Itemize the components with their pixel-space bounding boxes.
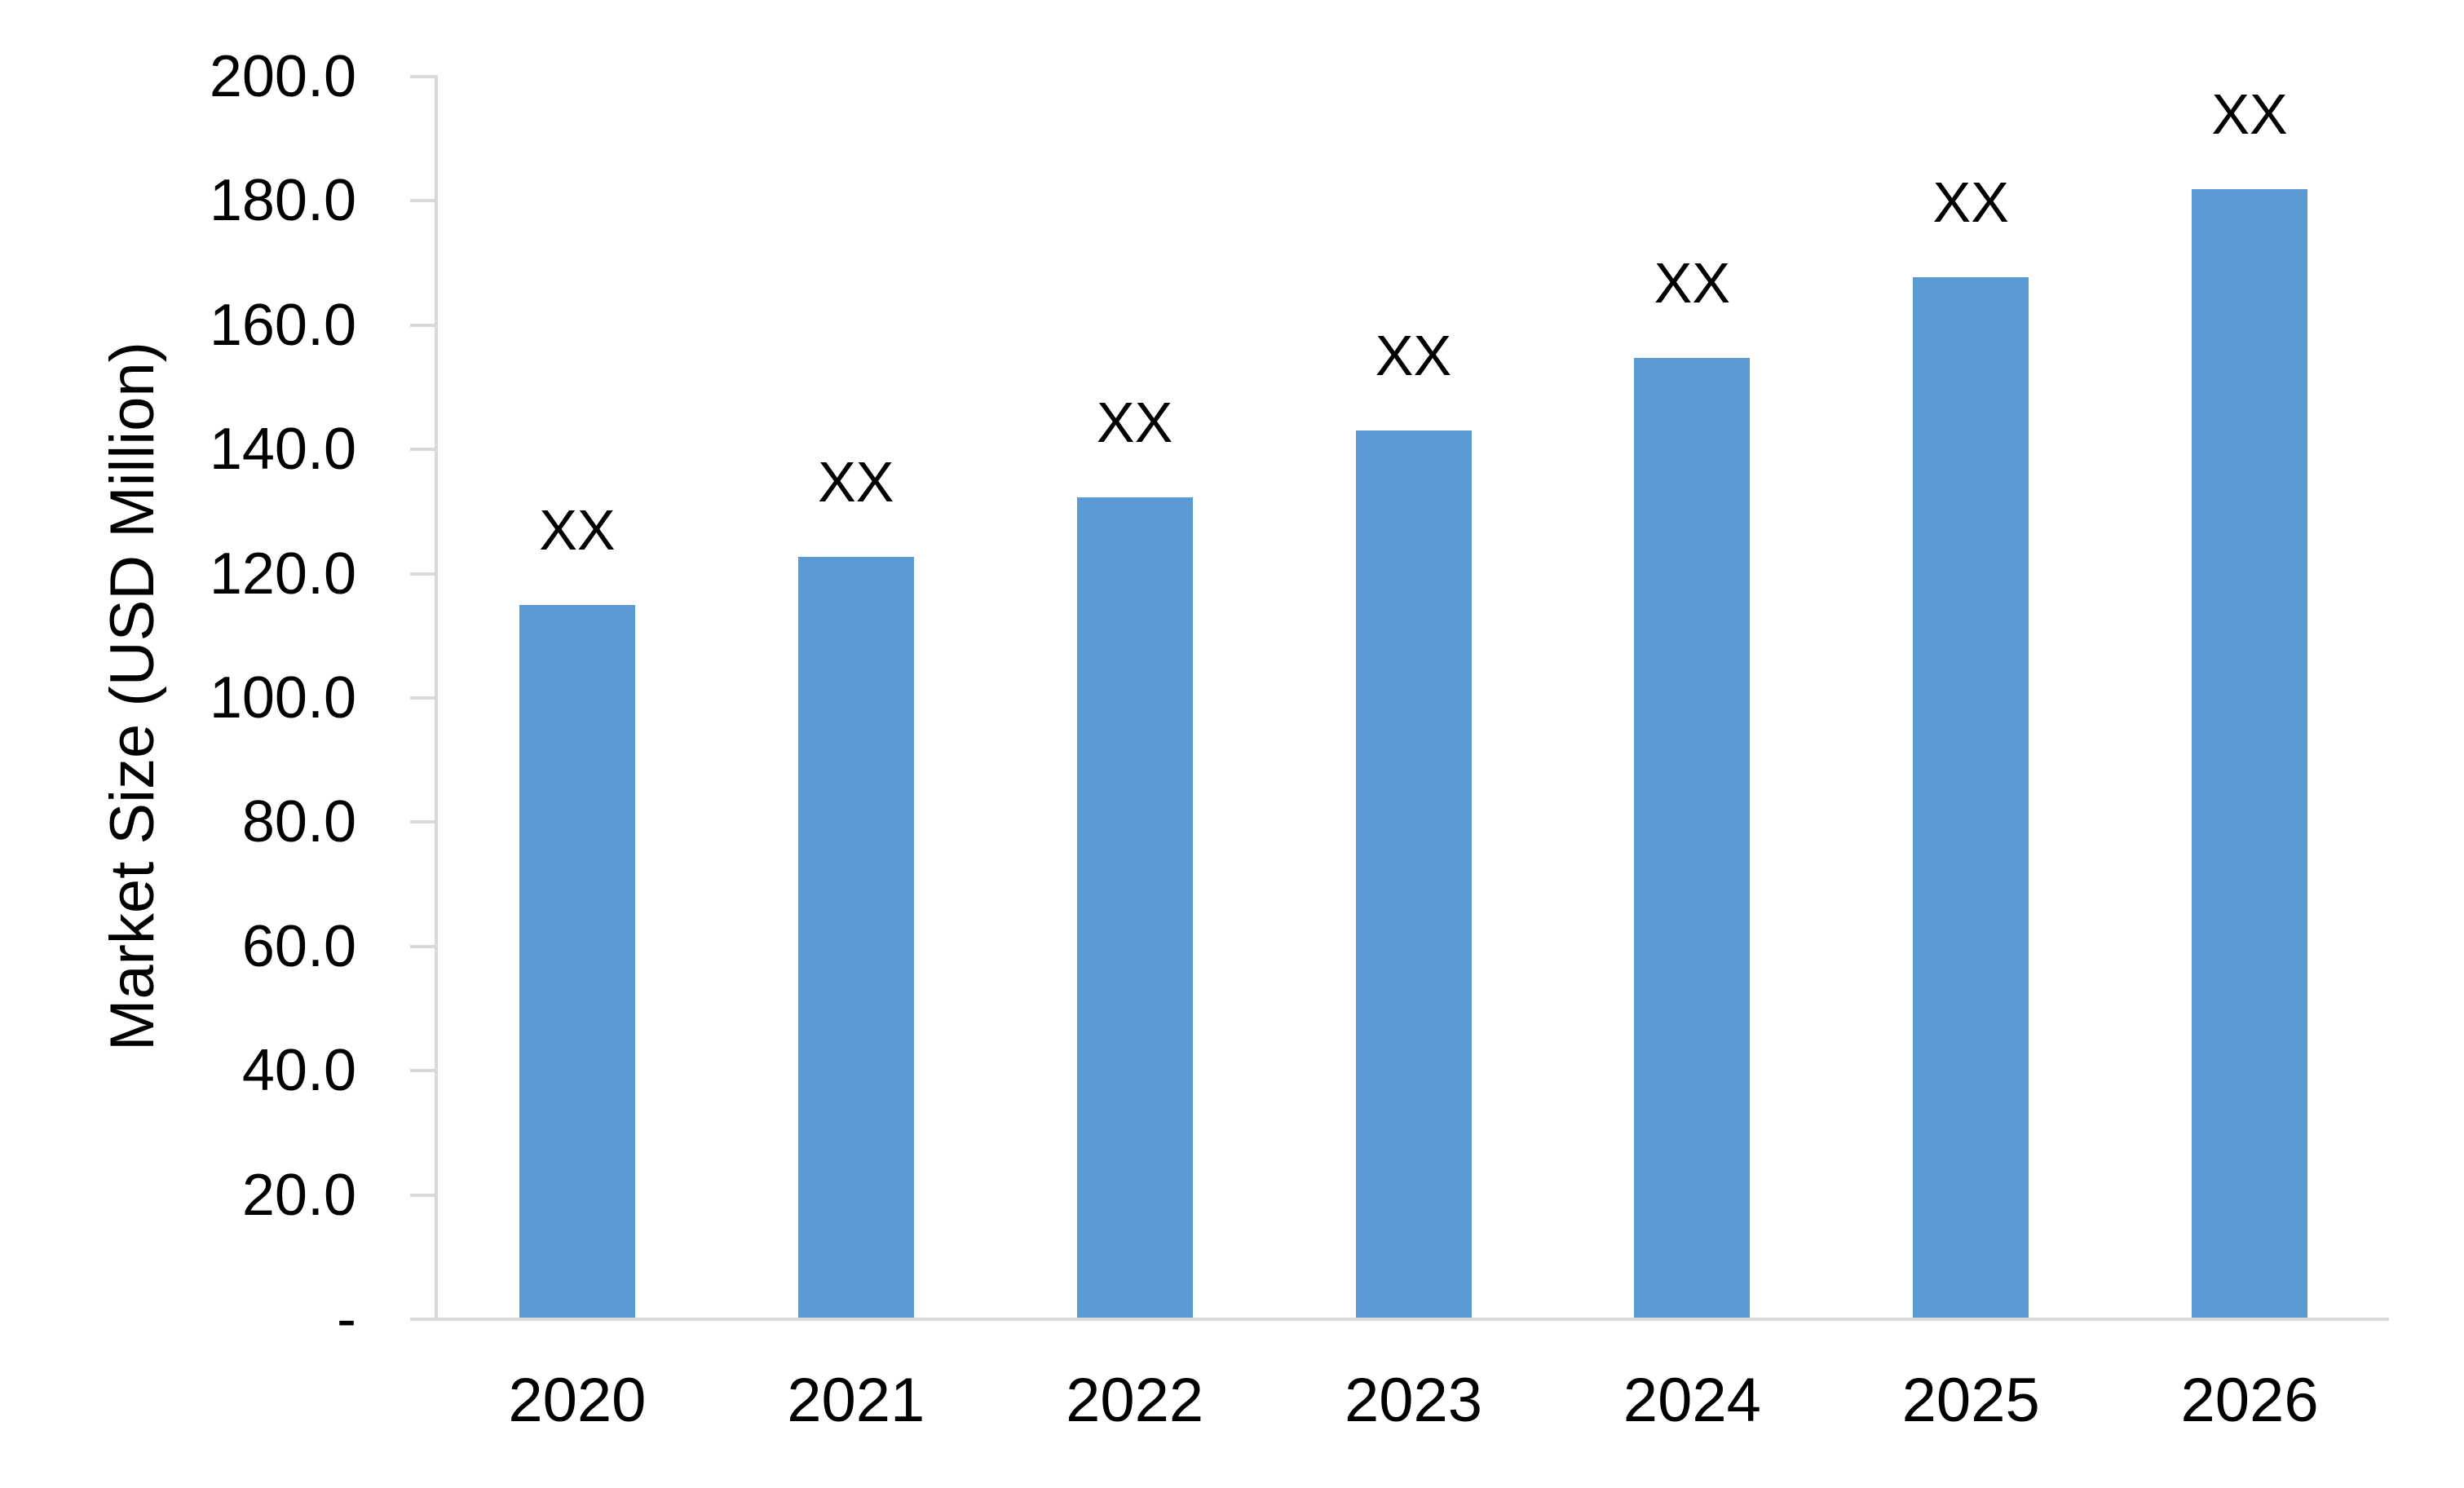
bar-value-label: XX [1932, 170, 2009, 234]
bar-value-label: XX [2211, 82, 2288, 147]
y-tick-label: 200.0 [209, 44, 356, 109]
x-tick-label: 2024 [1623, 1366, 1761, 1435]
bar-value-label: XX [1096, 391, 1173, 455]
y-tick-label: 180.0 [209, 168, 356, 234]
bar-2023 [1355, 430, 1472, 1318]
y-tick-label: 40.0 [241, 1038, 356, 1104]
y-tick-label: 60.0 [241, 913, 356, 979]
bar-value-label: XX [1375, 323, 1452, 387]
x-tick-label: 2023 [1344, 1366, 1483, 1435]
y-tick-label: 20.0 [241, 1162, 356, 1228]
x-tick-label: 2025 [1901, 1366, 2040, 1435]
y-tick-label: 100.0 [209, 665, 356, 731]
y-tick-mark [410, 323, 435, 327]
y-tick-mark [410, 696, 435, 700]
x-tick-label: 2020 [508, 1366, 647, 1435]
bar-value-label: XX [539, 497, 616, 562]
y-tick-mark [410, 1193, 435, 1197]
y-tick-mark [410, 820, 435, 824]
y-tick-mark [410, 199, 435, 203]
y-tick-mark [410, 75, 435, 78]
y-tick-mark [410, 944, 435, 948]
bar-2025 [1913, 276, 2029, 1318]
bar-2021 [797, 556, 914, 1318]
y-tick-mark [410, 572, 435, 576]
x-axis-line [435, 1318, 2389, 1321]
y-tick-mark [410, 448, 435, 452]
bar-2026 [2192, 189, 2308, 1318]
y-tick-mark [410, 1318, 435, 1321]
y-tick-mark [410, 1069, 435, 1073]
x-tick-label: 2022 [1066, 1366, 1204, 1435]
bar-2022 [1076, 497, 1193, 1318]
bar-2024 [1634, 357, 1751, 1318]
y-tick-label: 140.0 [209, 417, 356, 483]
y-tick-label: 80.0 [241, 789, 356, 855]
bar-value-label: XX [1654, 250, 1731, 315]
y-tick-label: 120.0 [209, 541, 356, 607]
y-tick-label: - [337, 1287, 356, 1352]
y-axis-line [435, 75, 438, 1321]
x-tick-label: 2021 [787, 1366, 925, 1435]
bar-value-label: XX [818, 449, 894, 514]
y-tick-label: 160.0 [209, 292, 356, 358]
bar-2020 [519, 604, 635, 1318]
x-tick-label: 2026 [2180, 1366, 2319, 1435]
